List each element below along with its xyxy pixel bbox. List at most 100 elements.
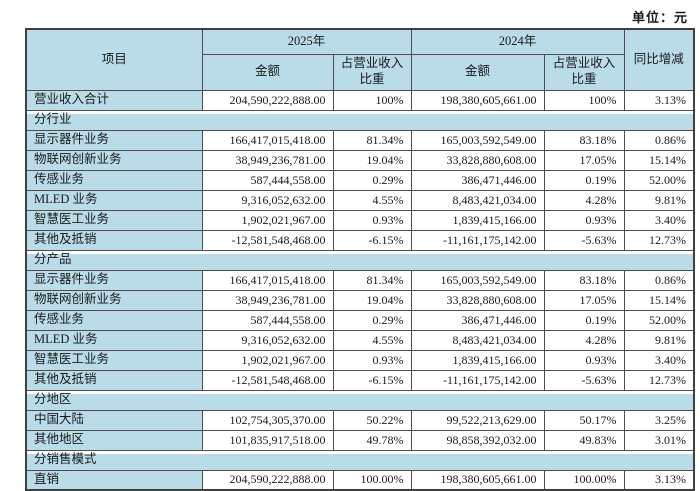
cell-value: -5.63%: [543, 369, 625, 391]
section-label: 分地区: [25, 389, 695, 411]
row-label: 显示器件业务: [25, 129, 203, 151]
table-row: 显示器件业务 166,417,015,418.00 81.34% 165,003,59…: [25, 269, 695, 291]
cell-value: 3.25%: [623, 409, 695, 431]
cell-value: 38,949,236,781.00: [201, 289, 334, 311]
section-row: 分产品: [25, 249, 695, 271]
row-label: 直销: [25, 469, 203, 491]
cell-value: 3.13%: [623, 89, 695, 111]
cell-value: 17.05%: [543, 289, 625, 311]
cell-value: 8,483,421,034.00: [410, 329, 545, 351]
row-label: 营业收入合计: [25, 89, 203, 111]
cell-value: 1,902,021,967.00: [201, 349, 334, 371]
cell-value: 33,828,880,608.00: [410, 289, 545, 311]
cell-value: 204,590,222,888.00: [201, 469, 334, 491]
section-row: 分销售模式: [25, 449, 695, 471]
cell-value: -11,161,175,142.00: [410, 369, 545, 391]
cell-value: 8,483,421,034.00: [410, 189, 545, 211]
cell-value: 386,471,446.00: [410, 169, 545, 191]
cell-value: 49.78%: [332, 429, 412, 451]
table-row: MLED 业务 9,316,052,632.00 4.55% 8,483,421,03…: [25, 329, 695, 351]
cell-value: 17.05%: [543, 149, 625, 171]
cell-value: 15.14%: [623, 149, 695, 171]
cell-value: 0.29%: [332, 169, 412, 191]
table-row: 物联网创新业务 38,949,236,781.00 19.04% 33,828,880…: [25, 149, 695, 171]
row-label: 显示器件业务: [25, 269, 203, 291]
cell-value: 100.00%: [332, 469, 412, 491]
cell-value: -6.15%: [332, 229, 412, 251]
cell-value: 12.73%: [623, 229, 695, 251]
cell-value: 9,316,052,632.00: [201, 329, 334, 351]
cell-value: 81.34%: [332, 269, 412, 291]
unit-label: 单位：元: [631, 10, 688, 25]
cell-value: 1,839,415,166.00: [410, 349, 545, 371]
cell-value: 0.93%: [543, 349, 625, 371]
header-year-2025: 2025年: [201, 28, 412, 55]
cell-value: 38,949,236,781.00: [201, 149, 334, 171]
section-label: 分产品: [25, 249, 695, 271]
cell-value: 0.29%: [332, 309, 412, 331]
table-row: 其他地区 101,835,917,518.00 49.78% 98,858,392,0…: [25, 429, 695, 451]
cell-value: 587,444,558.00: [201, 169, 334, 191]
cell-value: 0.19%: [543, 169, 625, 191]
cell-value: 165,003,592,549.00: [410, 269, 545, 291]
cell-value: 83.18%: [543, 269, 625, 291]
cell-value: 0.86%: [623, 269, 695, 291]
cell-value: 198,380,605,661.00: [410, 469, 545, 491]
cell-value: 165,003,592,549.00: [410, 129, 545, 151]
cell-value: -12,581,548,468.00: [201, 229, 334, 251]
cell-value: 0.86%: [623, 129, 695, 151]
cell-value: 587,444,558.00: [201, 309, 334, 331]
header-row-years: 项目 2025年 2024年 同比增减: [25, 28, 695, 91]
cell-value: 9.81%: [623, 329, 695, 351]
row-label: 其他及抵销: [25, 369, 203, 391]
cell-value: 1,839,415,166.00: [410, 209, 545, 231]
cell-value: 101,835,917,518.00: [201, 429, 334, 451]
section-label: 分销售模式: [25, 449, 695, 471]
section-row: 分地区: [25, 389, 695, 411]
cell-value: 386,471,446.00: [410, 309, 545, 331]
table-row: 传感业务 587,444,558.00 0.29% 386,471,446.00 0.1…: [25, 309, 695, 331]
cell-value: 83.18%: [543, 129, 625, 151]
table-row: 直销 204,590,222,888.00 100.00% 198,380,605,6…: [25, 469, 695, 491]
row-label: MLED 业务: [25, 329, 203, 351]
cell-value: 3.40%: [623, 209, 695, 231]
cell-value: 1,902,021,967.00: [201, 209, 334, 231]
row-label: MLED 业务: [25, 189, 203, 211]
row-label: 智慧医工业务: [25, 349, 203, 371]
header-ratio-2024: 占营业收入比重: [543, 53, 625, 91]
table-row: 营业收入合计 204,590,222,888.00 100% 198,380,605,…: [25, 89, 695, 111]
header-amount-2024: 金额: [410, 53, 545, 91]
cell-value: 3.13%: [623, 469, 695, 491]
header-yoy: 同比增减: [623, 28, 695, 91]
cell-value: 81.34%: [332, 129, 412, 151]
table-row: 中国大陆 102,754,305,370.00 50.22% 99,522,213,6…: [25, 409, 695, 431]
cell-value: 4.28%: [543, 189, 625, 211]
section-label: 分行业: [25, 109, 695, 131]
header-ratio-2025: 占营业收入比重: [332, 53, 412, 91]
table-row: 其他及抵销 -12,581,548,468.00 -6.15% -11,161,175…: [25, 369, 695, 391]
cell-value: -11,161,175,142.00: [410, 229, 545, 251]
table-row: 智慧医工业务 1,902,021,967.00 0.93% 1,839,415,166…: [25, 349, 695, 371]
cell-value: 204,590,222,888.00: [201, 89, 334, 111]
cell-value: 102,754,305,370.00: [201, 409, 334, 431]
cell-value: 166,417,015,418.00: [201, 269, 334, 291]
row-label: 其他及抵销: [25, 229, 203, 251]
cell-value: -6.15%: [332, 369, 412, 391]
cell-value: 50.17%: [543, 409, 625, 431]
row-label: 其他地区: [25, 429, 203, 451]
cell-value: 52.00%: [623, 169, 695, 191]
row-label: 物联网创新业务: [25, 289, 203, 311]
cell-value: 52.00%: [623, 309, 695, 331]
cell-value: 99,522,213,629.00: [410, 409, 545, 431]
table-row: 智慧医工业务 1,902,021,967.00 0.93% 1,839,415,166…: [25, 209, 695, 231]
cell-value: 49.83%: [543, 429, 625, 451]
cell-value: 4.28%: [543, 329, 625, 351]
cell-value: 166,417,015,418.00: [201, 129, 334, 151]
cell-value: 198,380,605,661.00: [410, 89, 545, 111]
cell-value: 19.04%: [332, 289, 412, 311]
header-item: 项目: [25, 28, 203, 91]
revenue-breakdown-table: 项目 2025年 2024年 同比增减 金额 占营业收入比重 金额 占营业收入比…: [25, 28, 696, 491]
section-row: 分行业: [25, 109, 695, 131]
cell-value: 33,828,880,608.00: [410, 149, 545, 171]
cell-value: 15.14%: [623, 289, 695, 311]
